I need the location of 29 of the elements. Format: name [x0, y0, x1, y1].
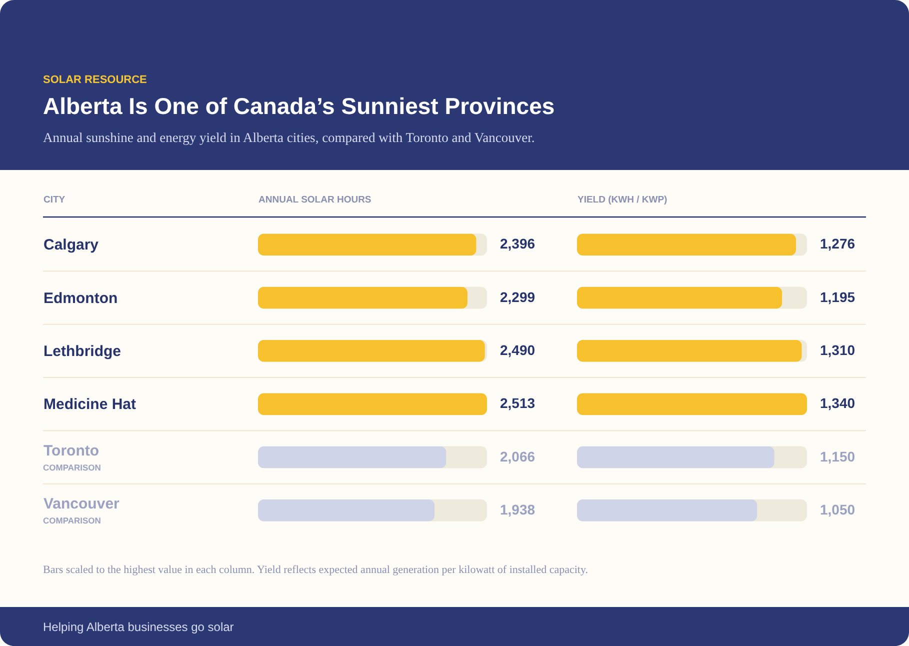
data-label: 2,066 — [500, 448, 536, 464]
data-label: 1,276 — [820, 236, 856, 252]
y-tick-label: Edmonton — [44, 290, 118, 307]
data-label: 1,050 — [820, 501, 856, 518]
data-label: 2,490 — [500, 342, 536, 358]
text: Bars scaled to the highest value in each column. Yield reflects expected annual generation per kilowatt of installed capacity. — [43, 564, 588, 576]
chart-subtitle: Annual sunshine and energy yield in Alberta cities, compared with Toronto and Vancouver. — [43, 130, 535, 145]
data-label: 1,195 — [820, 288, 856, 305]
data-label: 1,938 — [500, 501, 536, 518]
y-tick-label: Vancouver — [44, 495, 120, 512]
bar — [577, 340, 802, 362]
y-tick-label: Medicine Hat — [44, 396, 136, 414]
data-label: 2,513 — [500, 395, 536, 412]
data-label: 2,396 — [500, 236, 536, 252]
text: Helping Alberta businesses go solar — [43, 620, 234, 634]
data-label: 1,340 — [820, 395, 856, 412]
y-tick-label: Lethbridge — [44, 342, 121, 360]
y-tick-label: Calgary — [44, 236, 100, 254]
y-axis-title: CITY — [44, 194, 66, 206]
chart-title: Alberta Is One of Canada’s Sunniest Provinces — [43, 93, 555, 119]
text: COMPARISON — [43, 462, 101, 472]
x-axis-title: ANNUAL SOLAR HOURS — [258, 194, 372, 206]
x-axis-title: YIELD (KWH / KWP) — [578, 194, 668, 206]
data-label: 2,299 — [500, 288, 536, 305]
text: COMPARISON — [43, 515, 101, 526]
text: SOLAR RESOURCE — [43, 74, 147, 86]
y-tick-label: Toronto — [44, 442, 100, 460]
data-label: 1,310 — [820, 342, 856, 358]
data-label: 1,150 — [820, 448, 856, 464]
